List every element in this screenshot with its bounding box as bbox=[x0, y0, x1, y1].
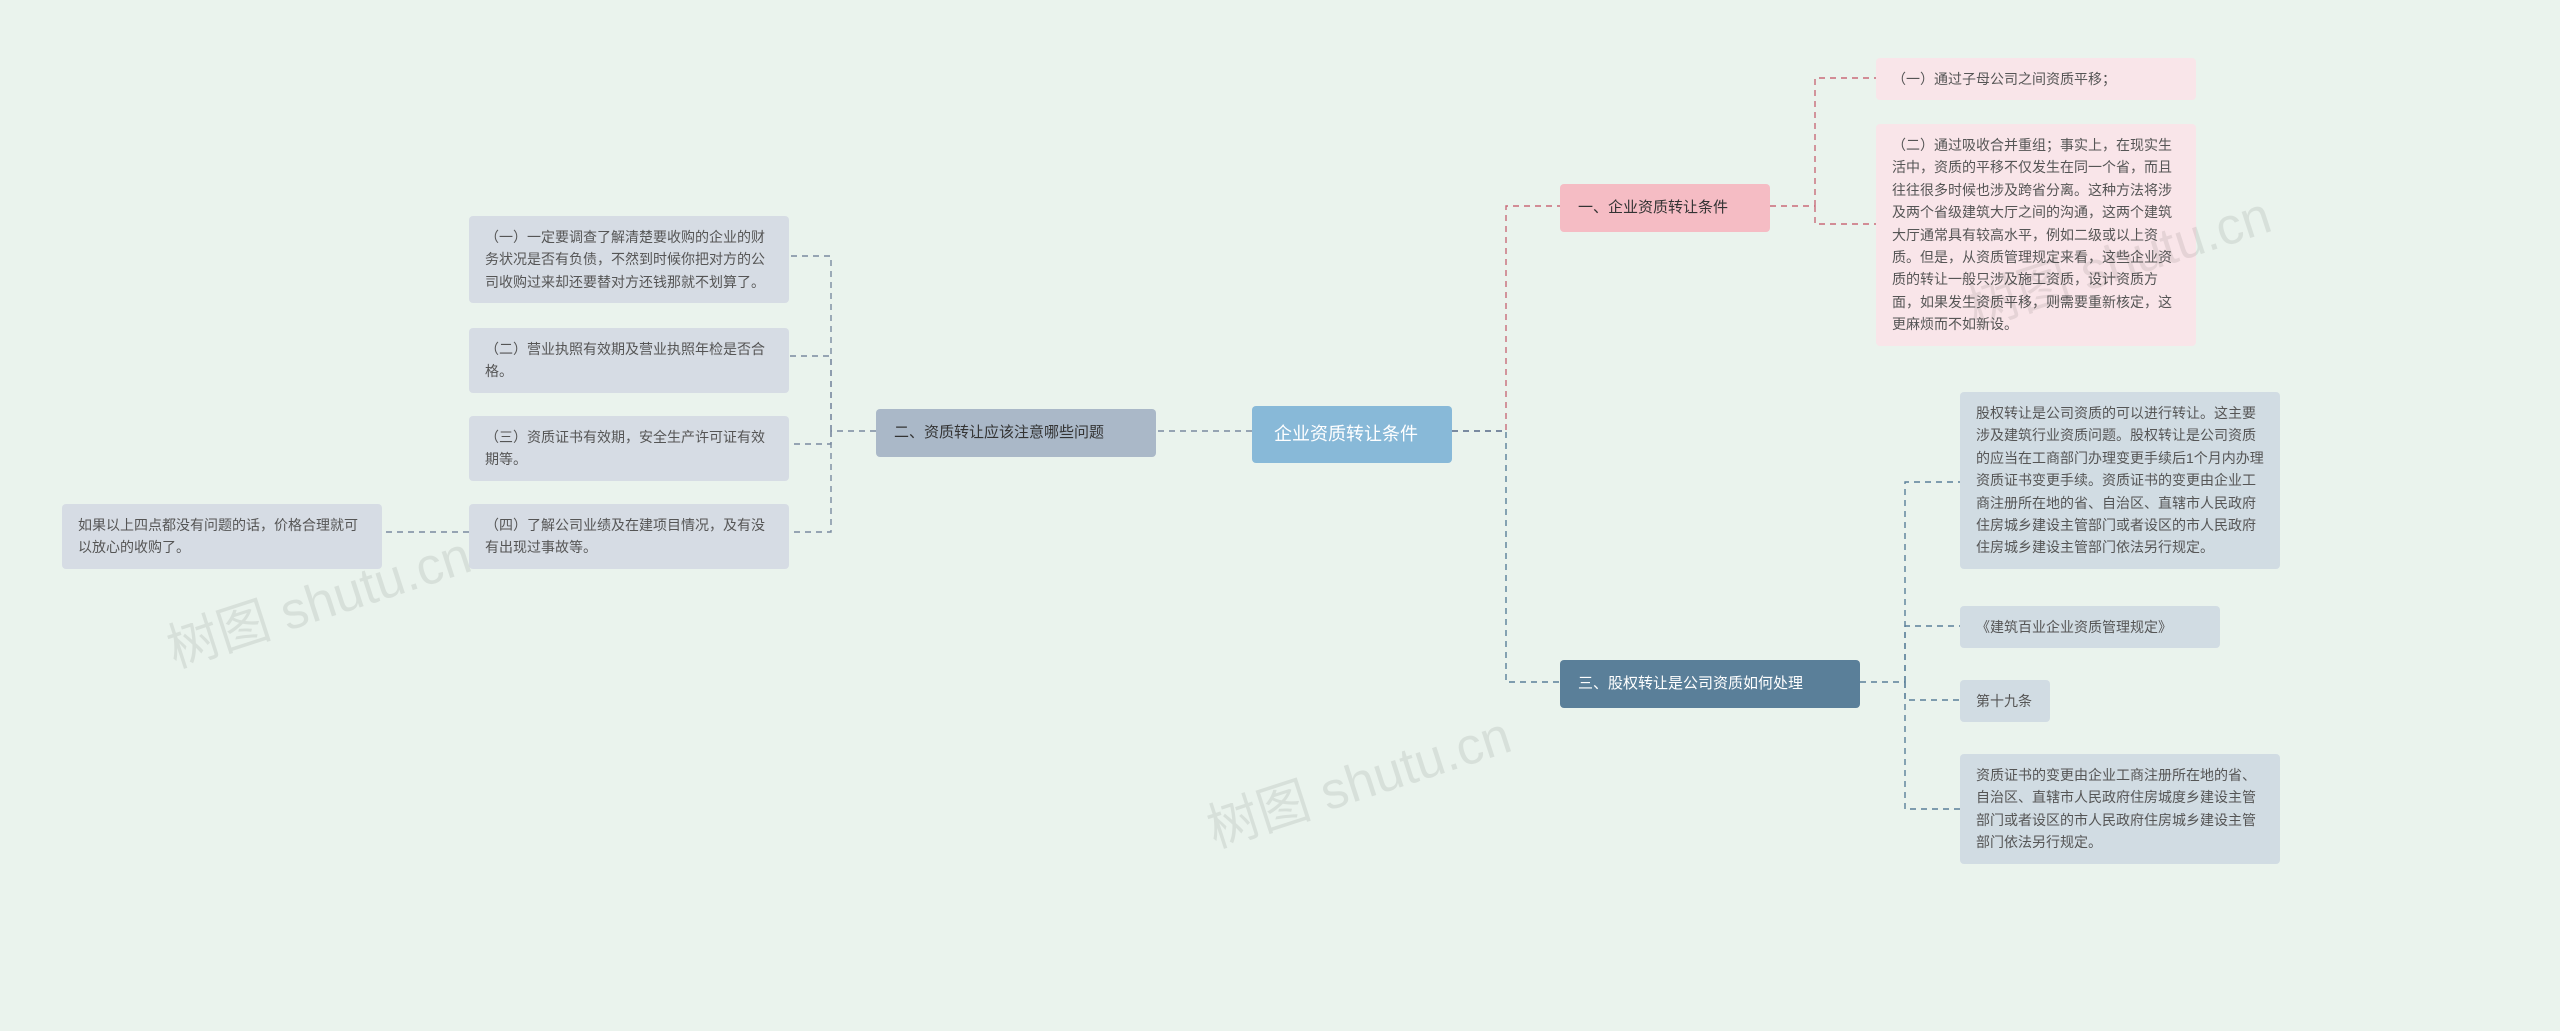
leaf-3-1: 股权转让是公司资质的可以进行转让。这主要涉及建筑行业资质问题。股权转让是公司资质… bbox=[1960, 392, 2280, 569]
leaf-3-4: 资质证书的变更由企业工商注册所在地的省、自治区、直辖市人民政府住房城度乡建设主管… bbox=[1960, 754, 2280, 864]
branch-2: 二、资质转让应该注意哪些问题 bbox=[876, 409, 1156, 457]
leaf-2-3: （三）资质证书有效期，安全生产许可证有效期等。 bbox=[469, 416, 789, 481]
leaf-1-2: （二）通过吸收合并重组；事实上，在现实生活中，资质的平移不仅发生在同一个省，而且… bbox=[1876, 124, 2196, 346]
branch-3: 三、股权转让是公司资质如何处理 bbox=[1560, 660, 1860, 708]
root-node: 企业资质转让条件 bbox=[1252, 406, 1452, 463]
leaf-3-2: 《建筑百业企业资质管理规定》 bbox=[1960, 606, 2220, 648]
leaf-2-4: （四）了解公司业绩及在建项目情况，及有没有出现过事故等。 bbox=[469, 504, 789, 569]
leaf-2-4-1: 如果以上四点都没有问题的话，价格合理就可以放心的收购了。 bbox=[62, 504, 382, 569]
branch-1: 一、企业资质转让条件 bbox=[1560, 184, 1770, 232]
watermark: 树图 shutu.cn bbox=[1196, 693, 1519, 862]
leaf-3-3: 第十九条 bbox=[1960, 680, 2050, 722]
leaf-1-1: （一）通过子母公司之间资质平移； bbox=[1876, 58, 2196, 100]
leaf-2-2: （二）营业执照有效期及营业执照年检是否合格。 bbox=[469, 328, 789, 393]
leaf-2-1: （一）一定要调查了解清楚要收购的企业的财务状况是否有负债，不然到时候你把对方的公… bbox=[469, 216, 789, 303]
